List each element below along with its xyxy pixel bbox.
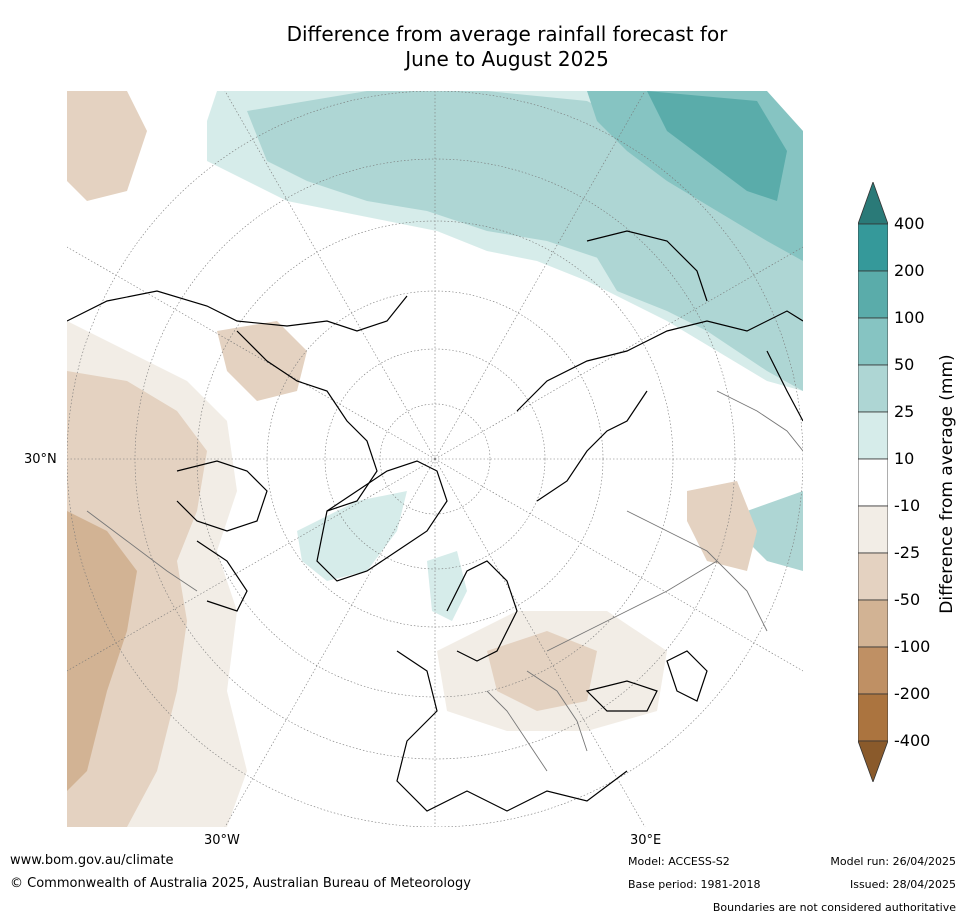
colorbar-tick: 400 <box>894 214 925 233</box>
colorbar-tick: 200 <box>894 261 925 280</box>
base-period-text: Base period: 1981-2018 <box>628 878 761 891</box>
colorbar-tick: -100 <box>894 637 931 656</box>
anomaly-region-pacific-peak <box>647 91 787 201</box>
anomaly-region-top-left <box>67 91 147 201</box>
meridian-150e <box>434 91 646 460</box>
coastline-alaska <box>67 290 408 332</box>
colorbar-tick: -50 <box>894 590 921 609</box>
anomaly-region-scandinavia <box>427 551 467 621</box>
colorbar-tick: -10 <box>894 496 921 515</box>
positive-anomaly-regions <box>207 91 803 621</box>
meridian-30w <box>224 458 436 827</box>
coastline-russia-arctic <box>516 310 803 412</box>
border-europe-1 <box>486 690 548 772</box>
coastline-labrador <box>196 540 248 612</box>
meridian-120e <box>434 246 803 460</box>
title-line-2: June to August 2025 <box>405 47 609 71</box>
disclaimer-text: Boundaries are not considered authoritat… <box>712 901 956 914</box>
anomaly-region-greenland-rim <box>297 491 407 581</box>
colorbar-tick: -400 <box>894 731 931 750</box>
coastline-east-asia <box>766 350 803 422</box>
colorbar <box>858 182 888 782</box>
border-central-asia <box>626 510 768 632</box>
colorbar-tick: -200 <box>894 684 931 703</box>
colorbar-band-10-25 <box>858 411 888 460</box>
coastlines <box>67 230 803 812</box>
meridian-60e <box>434 458 803 672</box>
colorbar-tick: -25 <box>894 543 921 562</box>
negative-anomaly-regions <box>67 91 757 827</box>
title-line-1: Difference from average rainfall forecas… <box>286 22 728 46</box>
anomaly-region-east-asia <box>747 491 803 571</box>
model-text: Model: ACCESS-S2 <box>628 855 730 868</box>
anomaly-region-europe-core <box>487 631 597 711</box>
colorbar-band-neg25-50 <box>858 552 888 601</box>
colorbar-band-neg200-400 <box>858 693 888 742</box>
coastline-europe <box>396 650 628 812</box>
meridian-30e <box>434 458 646 827</box>
country-borders <box>86 390 803 772</box>
lon-label-30w: 30°W <box>204 833 240 848</box>
website-link[interactable]: www.bom.gov.au/climate <box>10 853 174 868</box>
border-russia-west <box>546 560 718 652</box>
colorbar-tick: 10 <box>894 449 915 468</box>
coastline-greenland <box>316 460 448 582</box>
coastline-russia-north <box>536 390 648 502</box>
anomaly-region-central-asia <box>687 481 757 571</box>
latitude-circle-70 <box>324 348 546 570</box>
coastline-canada-arctic <box>236 330 378 512</box>
colorbar-tick: 50 <box>894 355 915 374</box>
colorbar-band-neutral <box>858 458 888 507</box>
colorbar-label: Difference from average (mm) <box>937 354 957 614</box>
meridian-120w <box>67 246 436 460</box>
border-europe-2 <box>526 670 588 752</box>
colorbar-band-200-400 <box>858 223 888 272</box>
map-title: Difference from average rainfall forecas… <box>67 22 947 72</box>
coastline-scandinavia <box>446 560 518 662</box>
colorbar-band-50-100 <box>858 317 888 366</box>
colorbar-extend-top <box>858 182 888 225</box>
anomaly-region-north-america-strong <box>67 511 137 791</box>
model-run-text: Model run: 26/04/2025 <box>830 855 956 868</box>
map-canvas <box>67 91 803 827</box>
coastline-hudson-bay <box>176 460 268 532</box>
rainfall-map <box>67 91 803 827</box>
lat-label-30n: 30°N <box>24 452 57 467</box>
coastline-black-sea <box>585 680 658 712</box>
border-china-mongolia <box>716 390 803 452</box>
colorbar-band-100-200 <box>858 270 888 319</box>
meridian-150w <box>224 91 436 460</box>
colorbar-band-neg10-25 <box>858 505 888 554</box>
colorbar-band-neg100-200 <box>858 646 888 695</box>
colorbar-band-25-50 <box>858 364 888 413</box>
anomaly-region-canada <box>217 321 307 401</box>
meridian-60w <box>67 458 436 672</box>
coastline-caspian <box>666 650 708 702</box>
colorbar-tick: 100 <box>894 308 925 327</box>
colorbar-tick: 25 <box>894 402 915 421</box>
copyright-text: © Commonwealth of Australia 2025, Austra… <box>10 876 471 891</box>
lon-label-30e: 30°E <box>630 833 662 848</box>
anomaly-region-north-america-core <box>67 371 207 827</box>
anomaly-region-siberia <box>587 231 803 391</box>
graticule <box>67 91 803 827</box>
colorbar-band-neg50-100 <box>858 599 888 648</box>
issued-text: Issued: 28/04/2025 <box>849 878 956 891</box>
colorbar-extend-bottom <box>858 740 888 782</box>
coastline-kamchatka <box>586 230 708 302</box>
border-usa-canada <box>86 510 198 592</box>
